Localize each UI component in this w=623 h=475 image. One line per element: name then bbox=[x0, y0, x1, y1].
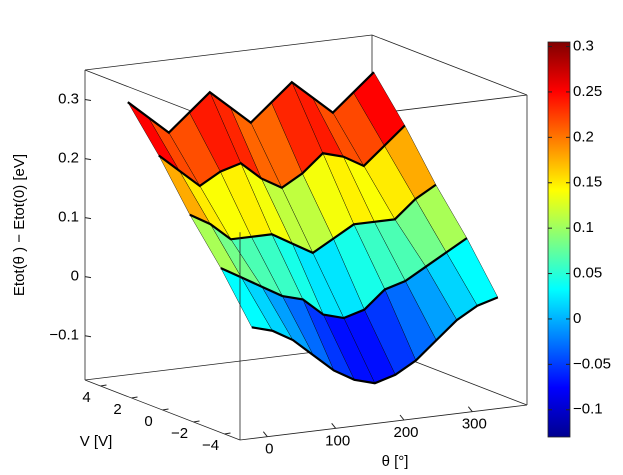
z-tick-label: −0.1 bbox=[49, 327, 79, 344]
y-tick bbox=[193, 420, 200, 423]
surface-line bbox=[189, 183, 437, 255]
x-tick-label: 0 bbox=[265, 441, 273, 458]
y-tick-label: 0 bbox=[144, 413, 152, 430]
x-tick bbox=[467, 406, 473, 412]
x-tick bbox=[399, 414, 405, 421]
surface-line bbox=[220, 237, 468, 320]
colorbar-tick-label: 0.15 bbox=[573, 174, 602, 191]
y-tick-label: 4 bbox=[82, 389, 90, 406]
x-tick bbox=[262, 431, 268, 437]
z-tick-label: 0.2 bbox=[58, 150, 79, 167]
colorbar-tick-label: 0.1 bbox=[573, 219, 594, 236]
y-tick-label: 2 bbox=[113, 401, 121, 418]
x-tick bbox=[331, 423, 337, 429]
colorbar-tick-label: −0.05 bbox=[573, 355, 611, 372]
surface-line bbox=[158, 124, 406, 190]
y-tick-label: −4 bbox=[202, 437, 219, 454]
colorbar-tick-label: 0.25 bbox=[573, 83, 602, 100]
y-tick bbox=[100, 384, 107, 387]
z-tick-label: 0.1 bbox=[58, 209, 79, 226]
colorbar bbox=[547, 41, 571, 438]
colorbar-tick-label: 0.2 bbox=[573, 128, 594, 145]
y-tick bbox=[131, 396, 138, 399]
y-axis-label: V [V] bbox=[80, 433, 113, 450]
z-tick-label: 0 bbox=[71, 268, 79, 285]
box-edge bbox=[371, 34, 528, 96]
surface-line bbox=[251, 296, 499, 385]
colorbar-tick-label: 0 bbox=[573, 310, 581, 327]
colorbar-tick-label: −0.1 bbox=[573, 401, 603, 418]
box-edge bbox=[239, 404, 528, 441]
x-axis-label: θ [°] bbox=[382, 453, 409, 470]
y-tick bbox=[224, 432, 231, 435]
colorbar-tick-label: 0.3 bbox=[573, 38, 594, 55]
colorbar-tick-label: 0.05 bbox=[573, 265, 602, 282]
surface-line bbox=[127, 71, 375, 135]
z-tick bbox=[84, 276, 92, 279]
x-tick-label: 100 bbox=[325, 432, 350, 449]
z-tick bbox=[84, 99, 92, 102]
y-tick-label: −2 bbox=[171, 425, 188, 442]
box-edge bbox=[84, 34, 373, 71]
x-tick-label: 200 bbox=[393, 424, 418, 441]
y-tick bbox=[162, 408, 169, 411]
z-tick bbox=[84, 335, 92, 338]
z-axis-label: Etot(θ ) − Etot(0) [eV] bbox=[11, 154, 28, 296]
z-tick-label: 0.3 bbox=[58, 90, 79, 107]
x-tick-label: 300 bbox=[462, 416, 487, 433]
z-tick bbox=[84, 158, 92, 161]
z-tick bbox=[84, 217, 92, 220]
